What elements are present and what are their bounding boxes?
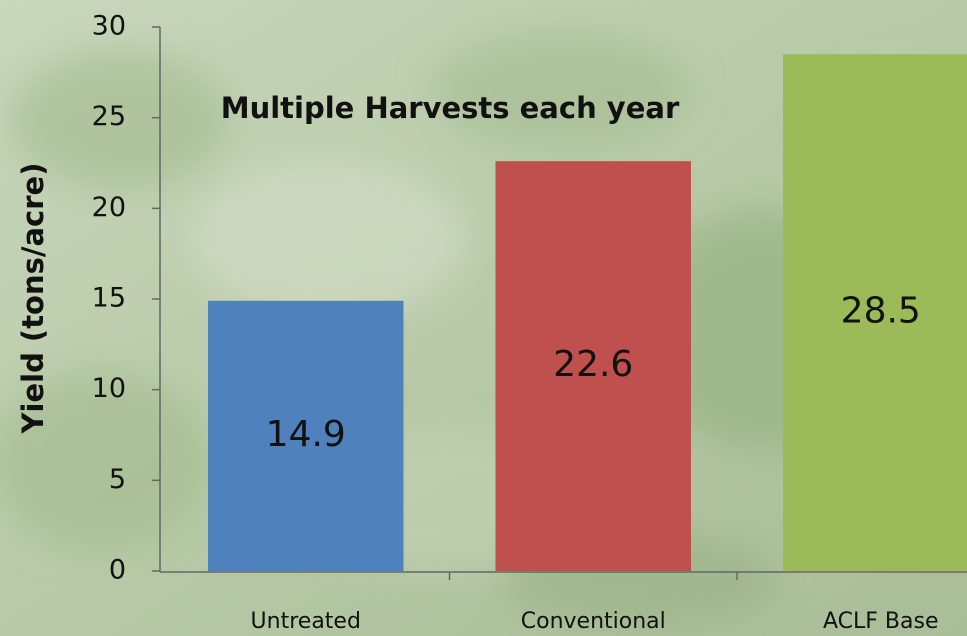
y-axis-label: Yield (tons/acre) (16, 163, 50, 435)
bar (208, 300, 404, 571)
x-tick-label: Untreated (251, 609, 361, 634)
data-label: 14.9 (266, 414, 346, 455)
y-tick-label: 20 (92, 192, 126, 223)
y-tick-label: 15 (92, 283, 126, 314)
y-tick-label: 0 (109, 555, 126, 586)
x-tick-label: Conventional (521, 609, 666, 634)
y-tick-label: 5 (109, 464, 126, 495)
y-tick-label: 25 (92, 101, 126, 132)
data-label: 28.5 (841, 291, 921, 332)
bar (783, 54, 967, 571)
y-tick-label: 10 (92, 373, 126, 404)
x-tick-label: ACLF Base (823, 609, 939, 634)
annotation: Multiple Harvests each year (221, 91, 680, 125)
y-tick-label: 30 (92, 11, 126, 42)
bar (495, 161, 691, 572)
data-label: 22.6 (553, 344, 633, 385)
